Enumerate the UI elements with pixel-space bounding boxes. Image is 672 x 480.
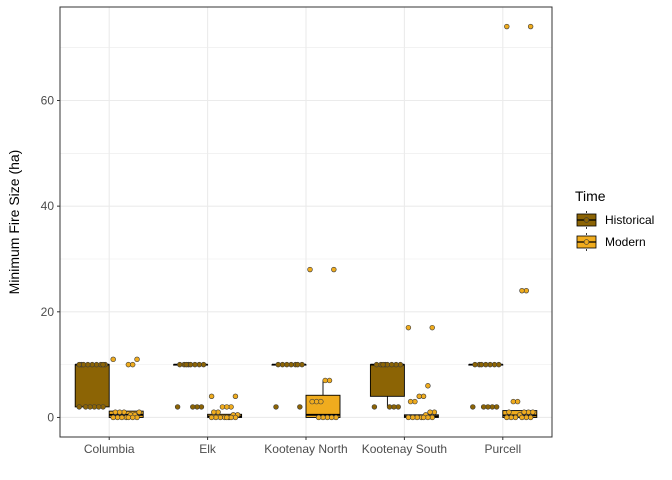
data-point (211, 409, 217, 415)
data-point (371, 404, 378, 410)
data-point (125, 361, 132, 368)
legend: Time Historical Modern (575, 188, 654, 251)
y-tick-label: 40 (41, 199, 55, 213)
x-tick-label: Purcell (484, 442, 521, 456)
data-point (125, 414, 132, 421)
data-point (177, 361, 183, 368)
data-point (425, 383, 431, 389)
box (74, 364, 110, 408)
data-point (429, 324, 435, 331)
data-point (134, 356, 140, 363)
data-point (506, 409, 512, 415)
data-point (519, 414, 525, 421)
x-tick-label: Kootenay South (362, 442, 447, 456)
y-axis-title: Minimum Fire Size (ha) (6, 150, 22, 295)
data-point (208, 414, 215, 421)
data-point (510, 398, 516, 405)
data-point (297, 404, 303, 410)
data-point (322, 377, 328, 384)
data-point (380, 361, 386, 368)
y-tick-label: 20 (41, 305, 55, 319)
data-point (519, 287, 525, 294)
data-point (307, 266, 313, 273)
data-point (478, 361, 485, 368)
plot-content (74, 23, 538, 421)
legend-key-point (583, 217, 590, 223)
data-point (112, 409, 119, 415)
y-tick-label: 60 (41, 94, 55, 108)
data-point (427, 409, 433, 415)
data-point (190, 404, 196, 410)
data-point (294, 361, 301, 368)
data-point (405, 414, 412, 421)
data-point (224, 414, 230, 421)
data-point (407, 398, 414, 405)
data-point (76, 361, 82, 368)
data-point (331, 266, 337, 273)
y-tick-label: 0 (47, 410, 54, 424)
data-point (110, 414, 116, 421)
data-point (480, 404, 487, 410)
x-tick-label: Columbia (84, 442, 135, 456)
x-tick-label: Kootenay North (264, 442, 347, 456)
data-point (110, 356, 116, 363)
legend-key-point (583, 239, 590, 245)
data-point (416, 393, 422, 400)
data-point (100, 361, 106, 368)
data-point (76, 404, 82, 410)
data-point (174, 404, 181, 410)
data-point (504, 414, 510, 421)
y-axis: 0 20 40 60 (41, 94, 60, 424)
legend-label: Historical (605, 213, 654, 227)
data-point (504, 23, 510, 30)
data-point (405, 324, 412, 331)
data-point (136, 409, 142, 415)
data-point (275, 361, 281, 368)
legend-title: Time (575, 188, 606, 204)
data-point (470, 404, 476, 410)
data-point (527, 23, 534, 30)
box (369, 364, 405, 397)
data-point (309, 398, 315, 405)
data-point (521, 409, 527, 415)
box-group (74, 363, 110, 408)
data-point (219, 404, 226, 410)
data-point (373, 361, 380, 368)
data-point (472, 361, 478, 368)
data-point (386, 404, 393, 410)
legend-label: Modern (605, 235, 646, 249)
data-point (420, 414, 427, 421)
data-point (273, 404, 279, 410)
data-point (232, 393, 239, 400)
data-point (315, 414, 322, 421)
x-axis: Columbia Elk Kootenay North Kootenay South P… (84, 437, 521, 456)
data-point (82, 404, 89, 410)
data-point (183, 361, 189, 368)
x-tick-label: Elk (199, 442, 217, 456)
data-point (208, 393, 215, 400)
